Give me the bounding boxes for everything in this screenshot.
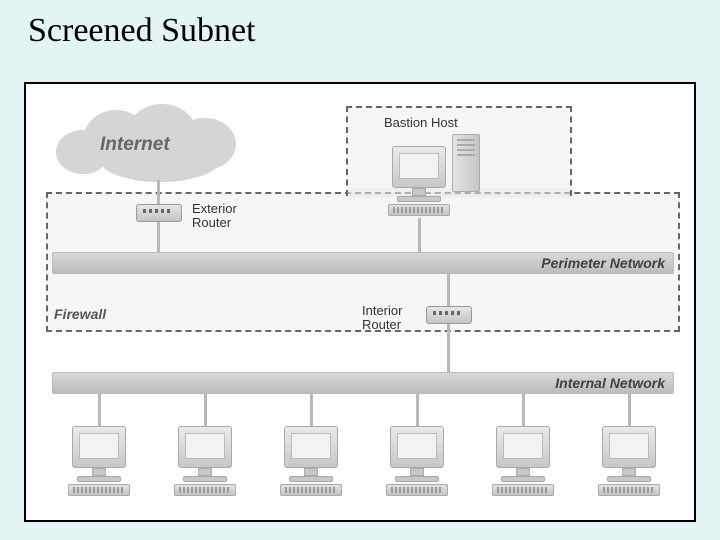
connector — [310, 394, 313, 426]
internal-network-bar: Internal Network — [52, 372, 674, 394]
interior-router-icon — [426, 306, 472, 324]
exterior-router-icon — [136, 204, 182, 222]
internet-cloud: Internet — [56, 104, 246, 184]
bastion-computer-icon — [384, 146, 454, 218]
bastion-tower-icon — [452, 134, 480, 192]
perimeter-network-label: Perimeter Network — [541, 255, 665, 271]
connector — [447, 274, 450, 306]
connector — [157, 180, 160, 204]
workstation-icon — [488, 426, 558, 498]
workstation-icon — [594, 426, 664, 498]
internet-label: Internet — [100, 134, 170, 156]
workstation-icon — [276, 426, 346, 498]
connector — [628, 394, 631, 426]
connector — [447, 324, 450, 372]
connector — [204, 394, 207, 426]
internal-network-label: Internal Network — [555, 375, 665, 391]
bastion-host-label: Bastion Host — [384, 116, 458, 130]
firewall-label: Firewall — [54, 306, 106, 322]
perimeter-network-bar: Perimeter Network — [52, 252, 674, 274]
connector — [418, 218, 421, 252]
diagram-frame: Internet Perimeter Network Internal Netw… — [24, 82, 696, 522]
connector — [416, 394, 419, 426]
workstation-icon — [64, 426, 134, 498]
exterior-router-label: Exterior Router — [192, 202, 237, 231]
workstation-icon — [382, 426, 452, 498]
workstation-icon — [170, 426, 240, 498]
slide-title: Screened Subnet — [28, 12, 256, 50]
connector — [522, 394, 525, 426]
connector — [98, 394, 101, 426]
interior-router-label: Interior Router — [362, 304, 402, 333]
connector — [157, 222, 160, 252]
